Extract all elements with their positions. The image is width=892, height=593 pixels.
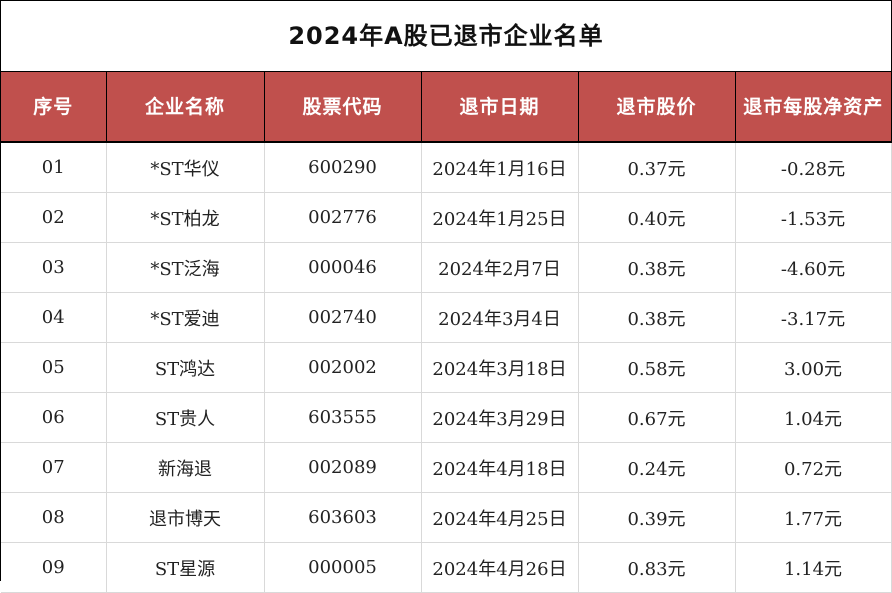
table-body: 01 *ST华仪 600290 2024年1月16日 0.37元 -0.28元 02 *ST柏… (1, 142, 892, 593)
delisting-date-cell: 2024年1月25日 (421, 192, 579, 243)
company-name-cell: ST星源 (106, 542, 265, 593)
sheet-title: 2024年A股已退市企业名单 (1, 1, 891, 72)
delisting-price-cell: 0.39元 (578, 492, 736, 543)
serial-number-cell: 03 (1, 242, 107, 293)
delisting-price-cell: 0.37元 (578, 142, 736, 193)
header-serial-number: 序号 (1, 72, 107, 143)
table-row: 09 ST星源 000005 2024年4月26日 0.83元 1.14元 (1, 542, 892, 593)
delisting-date-cell: 2024年1月16日 (421, 142, 579, 193)
net-assets-per-share-cell: -3.17元 (735, 292, 892, 343)
company-name-cell: *ST爱迪 (106, 292, 265, 343)
net-assets-per-share-cell: -4.60元 (735, 242, 892, 293)
table-row: 04 *ST爱迪 002740 2024年3月4日 0.38元 -3.17元 (1, 292, 892, 343)
company-name-cell: ST鸿达 (106, 342, 265, 393)
table-row: 03 *ST泛海 000046 2024年2月7日 0.38元 -4.60元 (1, 242, 892, 293)
net-assets-per-share-cell: 3.00元 (735, 342, 892, 393)
net-assets-per-share-cell: 1.14元 (735, 542, 892, 593)
serial-number-cell: 08 (1, 492, 107, 543)
delisted-companies-table: 序号 企业名称 股票代码 退市日期 退市股价 退市每股净资产 01 *ST华仪 60… (1, 72, 892, 593)
delisting-price-cell: 0.38元 (578, 292, 736, 343)
stock-code-cell: 002089 (264, 442, 422, 493)
company-name-cell: *ST华仪 (106, 142, 265, 193)
table-row: 02 *ST柏龙 002776 2024年1月25日 0.40元 -1.53元 (1, 192, 892, 243)
stock-code-cell: 002776 (264, 192, 422, 243)
company-name-cell: 新海退 (106, 442, 265, 493)
stock-code-cell: 600290 (264, 142, 422, 193)
stock-code-cell: 603603 (264, 492, 422, 543)
delisting-date-cell: 2024年4月26日 (421, 542, 579, 593)
net-assets-per-share-cell: -0.28元 (735, 142, 892, 193)
serial-number-cell: 04 (1, 292, 107, 343)
delisting-price-cell: 0.24元 (578, 442, 736, 493)
company-name-cell: ST贵人 (106, 392, 265, 443)
serial-number-cell: 07 (1, 442, 107, 493)
stock-code-cell: 603555 (264, 392, 422, 443)
serial-number-cell: 01 (1, 142, 107, 193)
company-name-cell: 退市博天 (106, 492, 265, 543)
delisting-date-cell: 2024年3月18日 (421, 342, 579, 393)
delisting-date-cell: 2024年4月18日 (421, 442, 579, 493)
delisting-price-cell: 0.40元 (578, 192, 736, 243)
table-row: 05 ST鸿达 002002 2024年3月18日 0.58元 3.00元 (1, 342, 892, 393)
delisting-price-cell: 0.58元 (578, 342, 736, 393)
header-company-name: 企业名称 (106, 72, 265, 143)
header-net-assets-per-share: 退市每股净资产 (735, 72, 891, 143)
stock-code-cell: 002740 (264, 292, 422, 343)
table-row: 06 ST贵人 603555 2024年3月29日 0.67元 1.04元 (1, 392, 892, 443)
delisting-date-cell: 2024年3月29日 (421, 392, 579, 443)
stock-code-cell: 000005 (264, 542, 422, 593)
serial-number-cell: 02 (1, 192, 107, 243)
header-delisting-price: 退市股价 (578, 72, 736, 143)
serial-number-cell: 09 (1, 542, 107, 593)
serial-number-cell: 06 (1, 392, 107, 443)
header-delisting-date: 退市日期 (421, 72, 579, 143)
net-assets-per-share-cell: -1.53元 (735, 192, 892, 243)
table-row: 08 退市博天 603603 2024年4月25日 0.39元 1.77元 (1, 492, 892, 543)
delisting-price-cell: 0.38元 (578, 242, 736, 293)
table-row: 01 *ST华仪 600290 2024年1月16日 0.37元 -0.28元 (1, 142, 892, 193)
net-assets-per-share-cell: 0.72元 (735, 442, 892, 493)
delisting-date-cell: 2024年3月4日 (421, 292, 579, 343)
serial-number-cell: 05 (1, 342, 107, 393)
delisting-price-cell: 0.83元 (578, 542, 736, 593)
net-assets-per-share-cell: 1.04元 (735, 392, 892, 443)
header-stock-code: 股票代码 (264, 72, 422, 143)
stock-code-cell: 000046 (264, 242, 422, 293)
stock-code-cell: 002002 (264, 342, 422, 393)
delisting-price-cell: 0.67元 (578, 392, 736, 443)
net-assets-per-share-cell: 1.77元 (735, 492, 892, 543)
header-row: 序号 企业名称 股票代码 退市日期 退市股价 退市每股净资产 (1, 72, 891, 143)
delisting-date-cell: 2024年2月7日 (421, 242, 579, 293)
delisting-date-cell: 2024年4月25日 (421, 492, 579, 543)
company-name-cell: *ST泛海 (106, 242, 265, 293)
table-row: 07 新海退 002089 2024年4月18日 0.24元 0.72元 (1, 442, 892, 493)
company-name-cell: *ST柏龙 (106, 192, 265, 243)
